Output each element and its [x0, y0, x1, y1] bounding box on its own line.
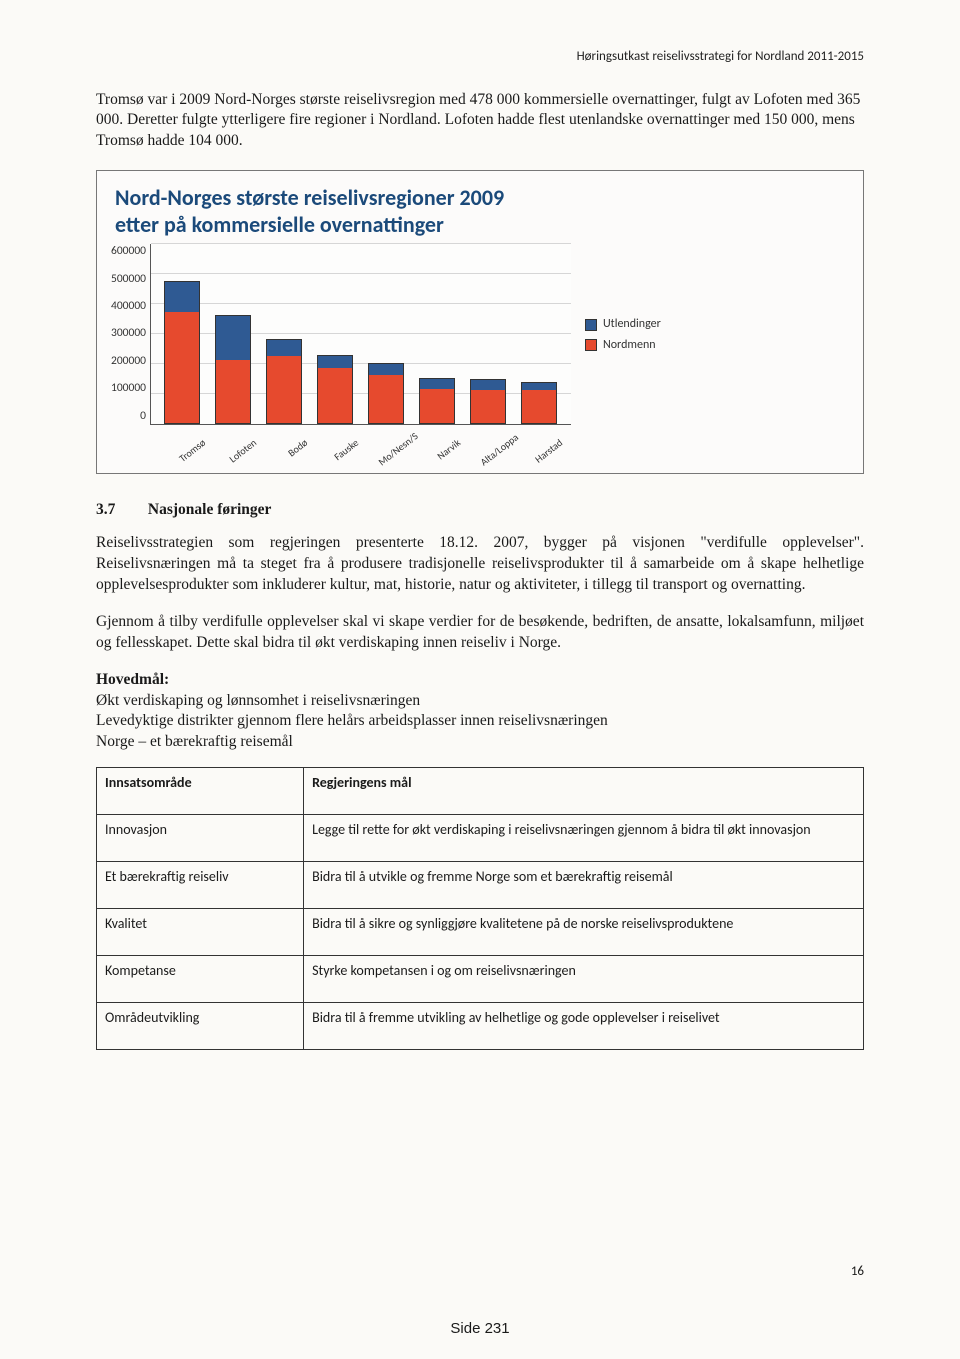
bar-group	[266, 339, 302, 425]
bar-segment-nordmenn	[420, 389, 454, 423]
table-cell: Legge til rette for økt verdiskaping i r…	[304, 815, 864, 862]
table-header-cell: Innsatsområde	[97, 768, 304, 815]
table-cell: Et bærekraftig reiseliv	[97, 862, 304, 909]
bar-segment-nordmenn	[216, 360, 250, 423]
table-cell: Bidra til å utvikle og fremme Norge som …	[304, 862, 864, 909]
goals-table: Innsatsområde Regjeringens mål Innovasjo…	[96, 767, 864, 1050]
table-header-row: Innsatsområde Regjeringens mål	[97, 768, 864, 815]
bar-group	[215, 315, 251, 425]
bar-segment-utlendinger	[522, 383, 556, 390]
bar-segment-utlendinger	[267, 340, 301, 356]
running-header: Høringsutkast reiselivsstrategi for Nord…	[96, 48, 864, 66]
chart-plot-wrap: 600000 500000 400000 300000 200000 100000 0 Tr…	[111, 244, 571, 425]
bar-segment-utlendinger	[420, 379, 454, 389]
bar-segment-utlendinger	[216, 316, 250, 360]
legend-label: Nordmenn	[603, 337, 656, 353]
bar-segment-utlendinger	[471, 380, 505, 390]
legend-swatch	[585, 339, 597, 351]
bar-group	[317, 355, 353, 424]
bar-stack	[368, 363, 404, 425]
section-heading: 3.7 Nasjonale føringer	[96, 500, 864, 521]
bar-segment-utlendinger	[165, 282, 199, 313]
legend-item: Utlendinger	[585, 316, 661, 332]
chart-bars	[151, 244, 571, 424]
bar-segment-nordmenn	[471, 390, 505, 423]
chart-title-line2: etter på kommersielle overnattinger	[115, 211, 444, 238]
bar-segment-nordmenn	[369, 375, 403, 423]
chart-body: 600000 500000 400000 300000 200000 100000 0 Tr…	[111, 244, 849, 425]
legend-swatch	[585, 319, 597, 331]
table-header-cell: Regjeringens mål	[304, 768, 864, 815]
bar-segment-utlendinger	[369, 364, 403, 376]
bar-segment-nordmenn	[165, 312, 199, 423]
table-cell: Bidra til å sikre og synliggjøre kvalite…	[304, 909, 864, 956]
hovedmal-line-2: Levedyktige distrikter gjennom flere hel…	[96, 711, 864, 732]
bar-stack	[317, 355, 353, 424]
bar-group	[368, 363, 404, 425]
bar-group	[419, 378, 455, 425]
table-cell: Kvalitet	[97, 909, 304, 956]
page-number-small: 16	[851, 1263, 864, 1281]
y-tick-label: 100000	[111, 381, 146, 397]
table-row: Et bærekraftig reiselivBidra til å utvik…	[97, 862, 864, 909]
section-title: Nasjonale føringer	[148, 501, 272, 518]
table-cell: Bidra til å fremme utvikling av helhetli…	[304, 1003, 864, 1050]
bar-group	[164, 281, 200, 424]
table-row: OmrådeutviklingBidra til å fremme utvikl…	[97, 1003, 864, 1050]
y-tick-label: 200000	[111, 354, 146, 370]
section-para-1: Reiselivsstrategien som regjeringen pres…	[96, 533, 864, 596]
section-para-2: Gjennom å tilby verdifulle opplevelser s…	[96, 612, 864, 654]
chart-title-line1: Nord-Norges største reiselivsregioner 20…	[115, 184, 504, 211]
chart-plot-area: TromsøLofotenBodøFauskeMo/Nesn/SNarvikAl…	[150, 244, 571, 425]
table-row: KompetanseStyrke kompetansen i og om rei…	[97, 956, 864, 1003]
table-cell: Styrke kompetansen i og om reiselivsnæri…	[304, 956, 864, 1003]
y-tick-label: 500000	[111, 272, 146, 288]
table-cell: Innovasjon	[97, 815, 304, 862]
chart-legend: Utlendinger Nordmenn	[585, 312, 661, 356]
bar-stack	[419, 378, 455, 425]
bar-segment-nordmenn	[267, 356, 301, 423]
bar-stack	[470, 379, 506, 424]
bar-group	[521, 382, 557, 424]
table-row: InnovasjonLegge til rette for økt verdis…	[97, 815, 864, 862]
bar-stack	[521, 382, 557, 424]
section-number: 3.7	[96, 500, 144, 521]
legend-item: Nordmenn	[585, 337, 661, 353]
bar-stack	[215, 315, 251, 425]
table-row: KvalitetBidra til å sikre og synliggjøre…	[97, 909, 864, 956]
intro-paragraph: Tromsø var i 2009 Nord-Norges største re…	[96, 90, 864, 153]
y-tick-label: 0	[140, 409, 146, 425]
y-tick-label: 400000	[111, 299, 146, 315]
bar-segment-utlendinger	[318, 356, 352, 368]
y-tick-label: 600000	[111, 244, 146, 260]
bar-segment-nordmenn	[318, 368, 352, 423]
hovedmal-line-3: Norge – et bærekraftig reisemål	[96, 732, 864, 753]
footer-page-number: Side 231	[0, 1319, 960, 1339]
chart-container: Nord-Norges største reiselivsregioner 20…	[96, 170, 864, 474]
hovedmal-line-1: Økt verdiskaping og lønnsomhet i reiseli…	[96, 691, 864, 712]
chart-title: Nord-Norges største reiselivsregioner 20…	[115, 185, 849, 238]
table-cell: Områdeutvikling	[97, 1003, 304, 1050]
document-page: Høringsutkast reiselivsstrategi for Nord…	[0, 0, 960, 1359]
bar-group	[470, 379, 506, 424]
bar-stack	[164, 281, 200, 424]
chart-x-labels: TromsøLofotenBodøFauskeMo/Nesn/SNarvikAl…	[151, 426, 571, 440]
table-cell: Kompetanse	[97, 956, 304, 1003]
hovedmal-heading: Hovedmål:	[96, 670, 864, 691]
bar-stack	[266, 339, 302, 425]
bar-segment-nordmenn	[522, 390, 556, 423]
y-tick-label: 300000	[111, 326, 146, 342]
chart-y-axis: 600000 500000 400000 300000 200000 100000 0	[111, 244, 150, 424]
legend-label: Utlendinger	[603, 316, 661, 332]
